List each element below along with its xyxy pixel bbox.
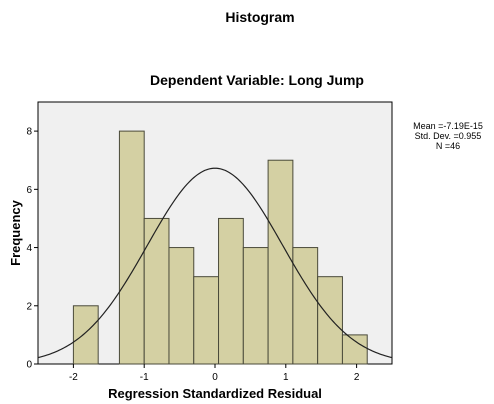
x-axis-label: Regression Standardized Residual [108, 386, 322, 401]
stats-box: Mean =-7.19E-15 Std. Dev. =0.955 N =46 [413, 121, 483, 151]
x-tick-label: 1 [283, 372, 289, 383]
histogram-bar [341, 334, 368, 365]
histogram-bars [72, 130, 368, 365]
x-tick-label: -2 [69, 372, 78, 383]
y-tick-label: 8 [26, 127, 32, 138]
y-tick-label: 2 [26, 301, 32, 312]
histogram-bar [143, 217, 170, 365]
x-tick-label: -1 [140, 372, 149, 383]
histogram-bar [218, 217, 244, 365]
histogram-bar [72, 305, 99, 365]
histogram-bar [118, 130, 145, 365]
histogram-bar [267, 159, 294, 365]
histogram-bar [292, 247, 319, 365]
x-tick-label: 0 [212, 372, 218, 383]
y-axis-label: Frequency [8, 199, 23, 266]
stats-mean: Mean =-7.19E-15 [413, 121, 483, 131]
x-axis-ticks: -2 -1 0 1 2 [69, 364, 360, 383]
chart-subtitle: Dependent Variable: Long Jump [150, 72, 364, 88]
chart-title: Histogram [225, 9, 294, 25]
stats-std-dev: Std. Dev. =0.955 [415, 131, 482, 141]
histogram-bar [168, 247, 195, 365]
x-tick-label: 2 [354, 372, 360, 383]
normal-curve [37, 167, 393, 359]
stats-n: N =46 [436, 141, 460, 151]
histogram-bar [193, 276, 220, 365]
y-tick-label: 0 [26, 360, 32, 371]
histogram-bar [242, 247, 269, 365]
histogram-bar [317, 276, 343, 365]
y-tick-label: 4 [26, 243, 32, 254]
y-tick-label: 6 [26, 185, 32, 196]
y-axis-ticks: 0 2 4 6 8 [26, 127, 38, 371]
